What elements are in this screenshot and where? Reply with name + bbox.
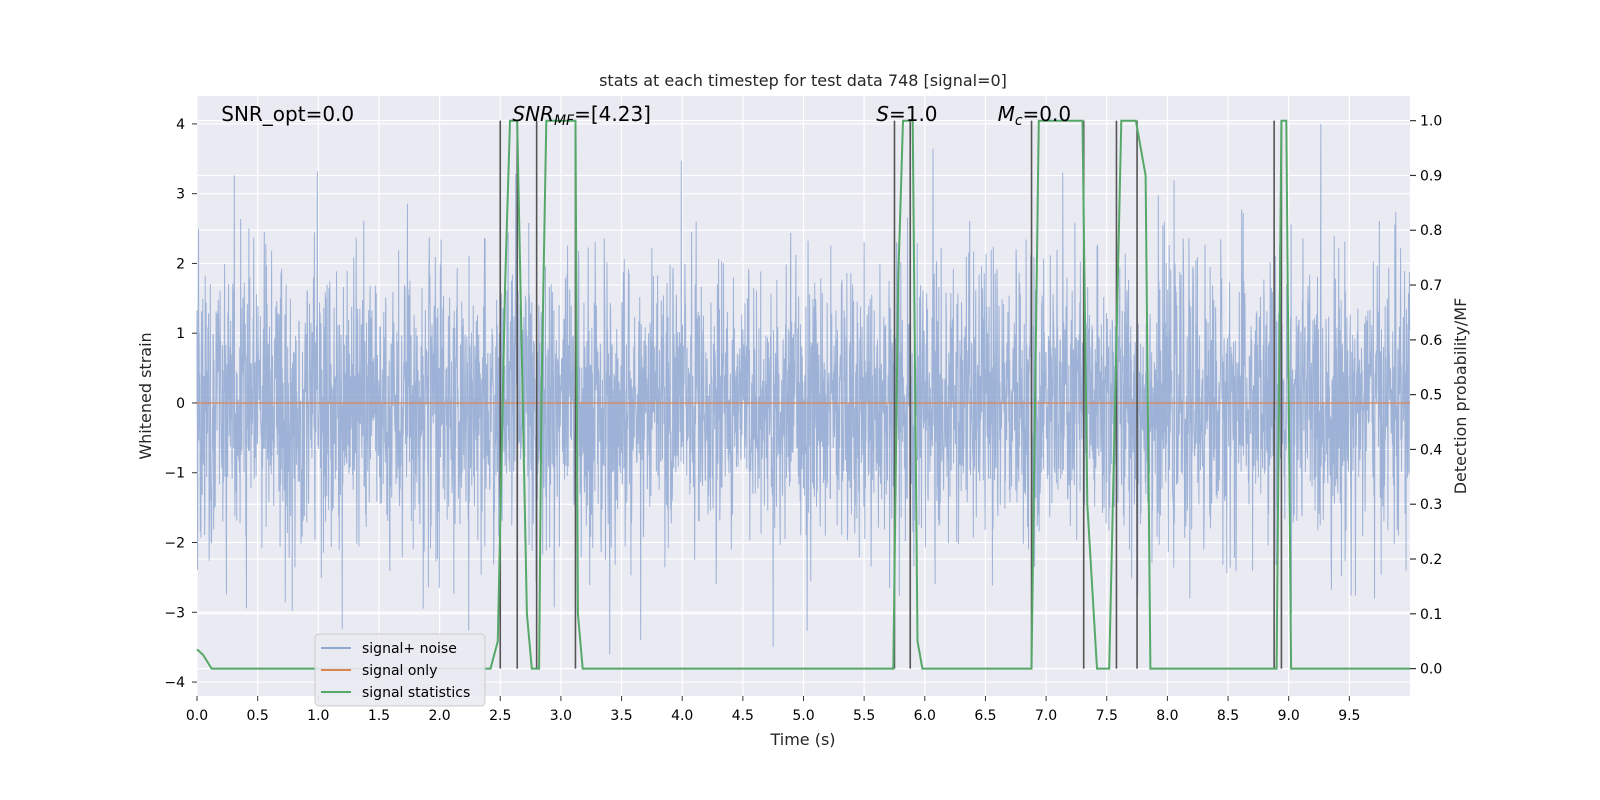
legend-box bbox=[314, 633, 486, 707]
x-tick-label: 7.5 bbox=[1096, 708, 1118, 724]
x-axis-ticks: 0.0 0.5 1.0 1.5 2.0 2.5 3.0 3.5 4.0 4.5 5.0 5.5 6.0 6… bbox=[186, 696, 1360, 724]
y-left-axis-ticks: 4 3 2 1 0 −1 −2 −3 −4 bbox=[164, 117, 197, 691]
x-tick-label: 2.0 bbox=[428, 708, 450, 724]
y-right-tick-label: 0.9 bbox=[1420, 168, 1442, 184]
statistics-line bbox=[196, 119, 1410, 670]
x-tick-label: 1.5 bbox=[368, 708, 390, 724]
y-left-tick-label: −1 bbox=[164, 466, 185, 482]
annotation-2: S=1.0 bbox=[876, 102, 937, 126]
series-signal-statistics bbox=[196, 119, 1410, 670]
x-tick-label: 7.0 bbox=[1035, 708, 1057, 724]
x-tick-label: 0.0 bbox=[186, 708, 208, 724]
y-right-tick-label: 0.3 bbox=[1420, 497, 1442, 513]
y-left-tick-label: 0 bbox=[176, 396, 185, 412]
y-right-tick-label: 0.1 bbox=[1420, 607, 1442, 623]
y-left-tick-label: 2 bbox=[176, 256, 185, 272]
x-tick-label: 3.5 bbox=[610, 708, 632, 724]
x-tick-label: 3.0 bbox=[550, 708, 572, 724]
legend-label-1: signal only bbox=[362, 663, 437, 679]
x-axis-label: Time (s) bbox=[769, 730, 835, 749]
noise-line bbox=[196, 123, 1411, 655]
y-left-axis-label: Whitened strain bbox=[136, 332, 155, 459]
x-tick-label: 4.5 bbox=[732, 708, 754, 724]
y-left-tick-label: −4 bbox=[164, 675, 185, 691]
y-right-tick-label: 0.7 bbox=[1420, 278, 1442, 294]
legend-label-0: signal+ noise bbox=[362, 641, 457, 657]
x-tick-label: 1.0 bbox=[307, 708, 329, 724]
x-tick-label: 5.0 bbox=[792, 708, 814, 724]
y-left-tick-label: −3 bbox=[164, 605, 185, 621]
x-tick-label: 2.5 bbox=[489, 708, 511, 724]
y-left-tick-label: 3 bbox=[176, 187, 185, 203]
annotations: SNR_opt=0.0 SNRMF=[4.23] S=1.0 Mc=0.0 bbox=[221, 102, 1071, 129]
y-right-axis-ticks: 1.0 0.9 0.8 0.7 0.6 0.5 0.4 0.3 0.2 0.1 0.0 bbox=[1410, 114, 1442, 678]
legend-label-2: signal statistics bbox=[362, 685, 470, 701]
y-left-tick-label: −2 bbox=[164, 536, 185, 552]
x-tick-label: 6.5 bbox=[974, 708, 996, 724]
x-tick-label: 4.0 bbox=[671, 708, 693, 724]
y-right-tick-label: 1.0 bbox=[1420, 114, 1442, 130]
y-right-tick-label: 0.6 bbox=[1420, 333, 1442, 349]
x-tick-label: 9.5 bbox=[1338, 708, 1360, 724]
annotation-0: SNR_opt=0.0 bbox=[221, 102, 354, 126]
chart-title: stats at each timestep for test data 748… bbox=[599, 71, 1007, 90]
y-right-tick-label: 0.5 bbox=[1420, 388, 1442, 404]
x-tick-label: 0.5 bbox=[247, 708, 269, 724]
series-signal-noise bbox=[196, 123, 1411, 655]
y-left-tick-label: 4 bbox=[176, 117, 185, 133]
x-tick-label: 6.0 bbox=[914, 708, 936, 724]
annotation-1: SNRMF=[4.23] bbox=[512, 102, 651, 129]
legend: signal+ noise signal only signal statistic… bbox=[314, 633, 486, 707]
annotation-3: Mc=0.0 bbox=[998, 102, 1072, 129]
x-tick-label: 8.0 bbox=[1156, 708, 1178, 724]
y-right-axis-label: Detection probability/MF bbox=[1451, 298, 1470, 495]
x-tick-label: 8.5 bbox=[1217, 708, 1239, 724]
y-right-tick-label: 0.0 bbox=[1420, 662, 1442, 678]
y-right-tick-label: 0.4 bbox=[1420, 442, 1442, 458]
y-left-tick-label: 1 bbox=[176, 326, 185, 342]
y-right-tick-label: 0.8 bbox=[1420, 223, 1442, 239]
y-right-tick-label: 0.2 bbox=[1420, 552, 1442, 568]
x-tick-label: 9.0 bbox=[1278, 708, 1300, 724]
x-tick-label: 5.5 bbox=[853, 708, 875, 724]
